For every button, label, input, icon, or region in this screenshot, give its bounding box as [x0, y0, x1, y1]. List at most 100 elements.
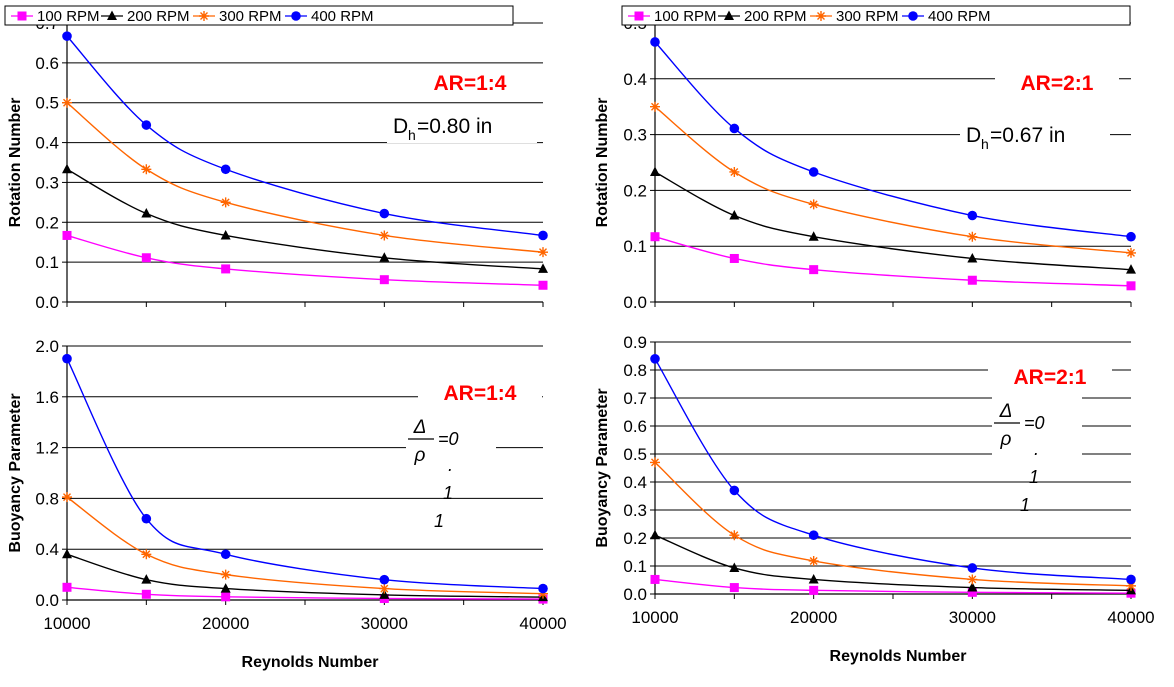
series-4	[650, 354, 1136, 585]
data-point	[729, 530, 740, 541]
y-tick-label: 0.1	[623, 237, 647, 256]
data-point	[967, 252, 978, 263]
y-axis-label: Buoyancy Parameter	[594, 388, 611, 547]
annotation-delta: Δ	[999, 401, 1013, 422]
series-line	[654, 534, 1132, 592]
series-line	[66, 102, 544, 253]
data-point	[220, 583, 231, 593]
y-tick-label: 0.4	[623, 70, 647, 89]
data-point	[141, 208, 152, 218]
data-point	[141, 589, 151, 599]
data-point	[1126, 231, 1136, 242]
annotation-aspect-ratio: AR=2:1	[1014, 366, 1087, 389]
annotation-dh-symbol: D	[966, 124, 981, 147]
data-point	[967, 587, 977, 597]
annotation-aspect-ratio: AR=2:1	[1021, 72, 1094, 95]
series-line	[654, 106, 1132, 254]
x-tick-label: 30000	[949, 608, 996, 627]
x-axis-label: Reynolds Number	[242, 654, 379, 671]
series-line	[66, 168, 544, 270]
annotation-bg	[992, 397, 1082, 455]
legend-marker-1	[724, 10, 734, 20]
series-4	[62, 353, 548, 594]
data-point	[1126, 264, 1136, 274]
data-point	[729, 485, 740, 496]
legend-marker-1	[107, 10, 117, 20]
x-tick-label: 40000	[1107, 608, 1154, 627]
data-point	[141, 549, 152, 560]
data-point	[967, 574, 978, 585]
annotation-rho: ρ	[414, 445, 426, 466]
legend-box	[621, 5, 1131, 26]
series-4	[650, 37, 1136, 242]
y-tick-label: 0.8	[35, 489, 59, 508]
data-point	[62, 353, 72, 364]
y-tick-label: 0.1	[35, 253, 59, 272]
data-point	[62, 97, 72, 108]
data-point	[379, 230, 390, 241]
data-point	[221, 592, 231, 602]
data-point	[808, 555, 819, 566]
legend: 100 RPM 200 RPM 300 RPM 400 RPM	[4, 5, 514, 26]
data-point	[62, 492, 72, 503]
annotation-delta: Δ	[413, 417, 427, 438]
y-tick-label: 0.4	[623, 473, 647, 492]
annotation-dot: .	[1034, 439, 1039, 459]
y-tick-label: 0.1	[623, 557, 647, 576]
annotation-one-b: 1	[434, 511, 444, 531]
x-tick-label: 20000	[790, 608, 837, 627]
legend-marker-3	[908, 11, 918, 21]
annotation-dot: .	[448, 455, 453, 475]
data-point	[967, 563, 978, 573]
chart-panel-4: 0.0 0.1 0.2 0.3 0.4 0.5 0.6 0.7 0.8 0.9 10000 20000…	[594, 333, 1155, 665]
y-tick-label: 0.6	[623, 417, 647, 436]
y-tick-label: 0.0	[623, 585, 647, 604]
legend-box	[4, 5, 514, 26]
annotation-bg	[418, 379, 542, 407]
data-point	[729, 562, 740, 572]
data-point	[379, 583, 390, 594]
series-line	[654, 578, 1132, 594]
x-tick-label: 20000	[202, 614, 249, 633]
series-3	[62, 97, 548, 258]
legend: 100 RPM 200 RPM 300 RPM 400 RPM	[621, 5, 1131, 26]
y-tick-label: 0.3	[623, 126, 647, 145]
series-line	[66, 35, 544, 237]
legend-marker-3	[291, 11, 301, 21]
y-tick-label: 1.6	[35, 388, 59, 407]
data-point	[379, 252, 390, 262]
x-tick-label: 30000	[361, 614, 408, 633]
y-tick-label: 0.2	[35, 213, 59, 232]
data-point	[379, 275, 389, 285]
data-point	[538, 247, 548, 258]
annotation-one-b: 1	[1020, 495, 1030, 515]
data-point	[221, 264, 231, 274]
annotation-bg	[406, 413, 496, 471]
data-point	[141, 253, 151, 263]
series-line	[66, 586, 544, 600]
data-point	[220, 229, 231, 240]
data-point	[729, 166, 740, 177]
data-point	[1126, 281, 1136, 291]
data-point	[220, 569, 231, 580]
y-tick-label: 0.8	[623, 361, 647, 380]
data-point	[220, 164, 231, 175]
data-point	[141, 574, 152, 584]
series-3	[650, 101, 1136, 258]
data-point	[729, 253, 739, 263]
legend-marker-2	[199, 11, 209, 21]
data-point	[808, 231, 819, 241]
data-point	[650, 232, 660, 242]
data-point	[1126, 580, 1136, 591]
y-tick-label: 0.5	[35, 94, 59, 113]
data-point	[379, 208, 390, 219]
data-point	[62, 163, 72, 174]
data-point	[729, 123, 740, 134]
series-1	[650, 232, 1136, 291]
data-point	[650, 574, 660, 584]
data-point	[729, 210, 740, 220]
data-point	[650, 37, 660, 47]
chart-panel-1: 0.00.10.20.30.40.50.60.7Rotation NumberA…	[7, 14, 548, 312]
data-point	[967, 275, 977, 285]
